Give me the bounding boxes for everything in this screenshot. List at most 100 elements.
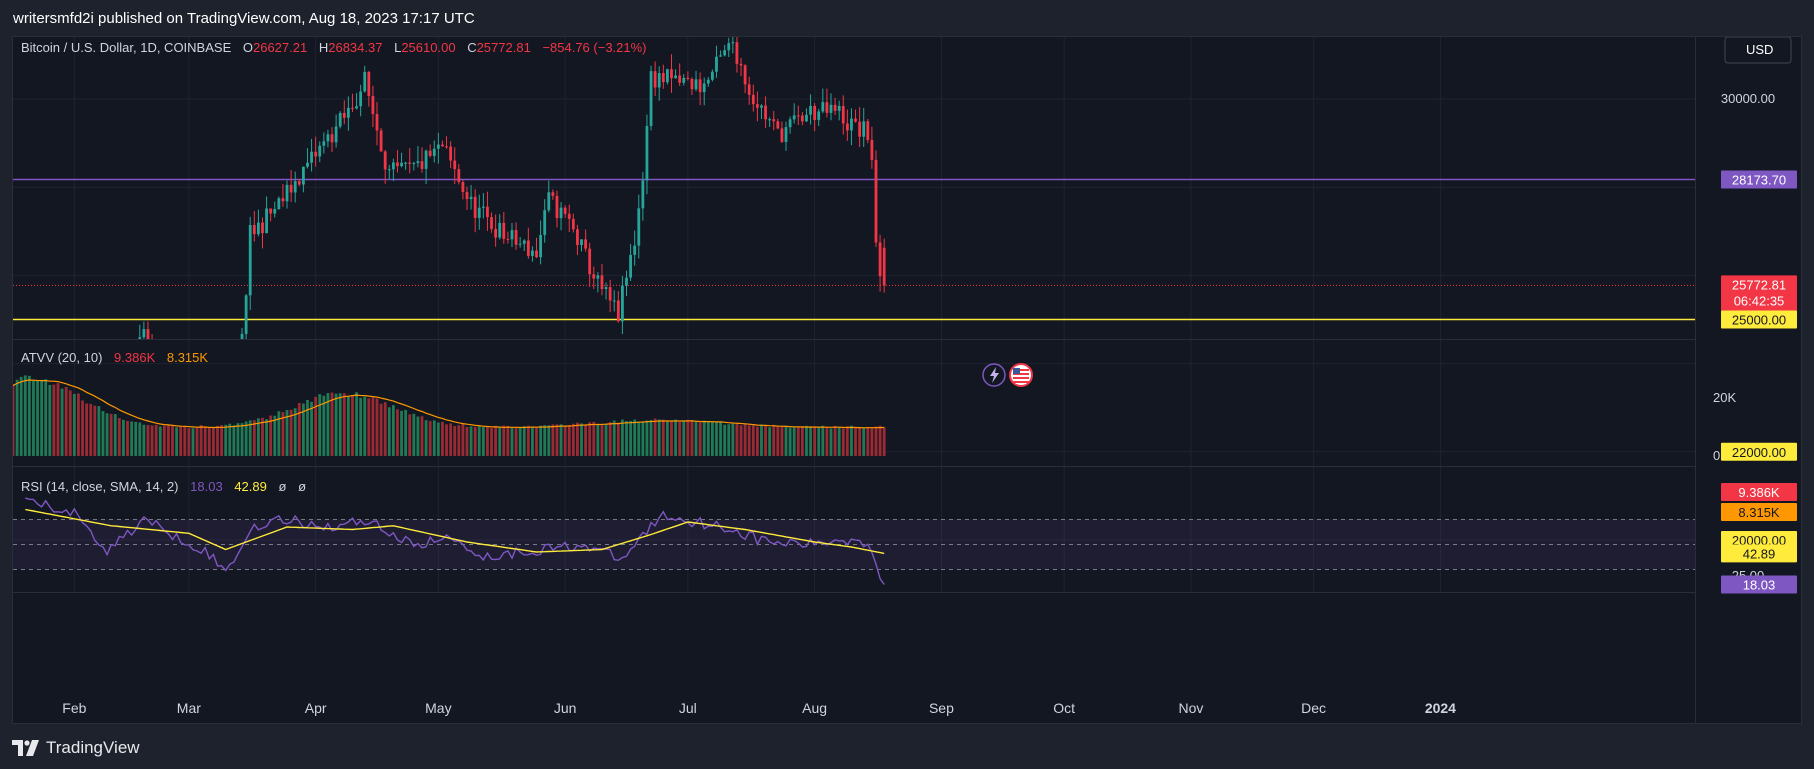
atvv-bar (469, 426, 473, 456)
atvv-bar (751, 425, 755, 456)
atvv-bar (674, 419, 677, 456)
candle-body (629, 254, 632, 278)
atvv-bar (670, 420, 673, 456)
atvv-bar (183, 425, 187, 456)
atvv-bar (171, 425, 174, 456)
atvv-bar (571, 423, 575, 456)
candle-body (760, 105, 763, 108)
candle-body (306, 162, 309, 167)
candle-body (526, 240, 530, 256)
candle-body (424, 150, 428, 169)
candle-body (490, 217, 493, 229)
atvv-bar (236, 423, 240, 456)
atvv-bar (400, 410, 403, 456)
candle-body (817, 111, 821, 120)
candle-body (555, 195, 559, 219)
candle-body (686, 77, 690, 79)
atvv-bar (232, 425, 236, 456)
atvv-bar (477, 425, 481, 456)
candle-body (719, 55, 722, 57)
atvv-bar (526, 425, 530, 456)
atvv-bar (682, 420, 686, 456)
candle-body (833, 104, 837, 111)
atvv-bar (486, 427, 489, 456)
currency-button-label[interactable]: USD (1746, 42, 1773, 57)
atvv-bar (743, 423, 747, 456)
atvv-bar (490, 428, 493, 456)
atvv-bar (600, 423, 604, 456)
atvv-bar (760, 424, 763, 456)
atvv-bar (314, 396, 318, 456)
candle-body (326, 134, 330, 142)
atvv-bar (608, 422, 612, 456)
chart-frame[interactable]: Bitcoin / U.S. Dollar, 1D, COINBASE O266… (12, 36, 1802, 724)
atvv-bar (93, 405, 97, 456)
price-badge-bg (1721, 275, 1797, 312)
candle-body (441, 144, 444, 147)
candle-body (265, 208, 268, 234)
candle-body (318, 145, 322, 157)
candle-body (690, 78, 694, 90)
price-badge: 9.386K (1721, 483, 1797, 501)
time-axis-label: May (425, 700, 451, 716)
candle-body (710, 71, 714, 80)
atvv-bar (261, 417, 264, 456)
atvv-bar (559, 424, 563, 456)
candle-body (584, 239, 587, 249)
candle-body (698, 79, 702, 93)
candle-body (674, 75, 677, 79)
chart-grid (13, 37, 1695, 592)
atvv-bar (563, 426, 567, 456)
atvv-bar (850, 425, 853, 456)
candle-body (522, 240, 526, 244)
time-axis-label: Feb (62, 700, 86, 716)
atvv-bar (445, 424, 448, 456)
candle-body (457, 169, 461, 183)
atvv-bar (633, 419, 637, 456)
atvv-bar (56, 383, 60, 456)
atvv-bar (710, 421, 714, 456)
candle-body (330, 134, 334, 143)
candle-body (874, 159, 878, 243)
candle-body (252, 225, 256, 235)
atvv-bar (36, 380, 39, 456)
atvv-bar (269, 415, 273, 456)
rsi-sma-value: 42.89 (234, 479, 267, 494)
candle-body (780, 128, 784, 142)
candle-body (731, 42, 735, 44)
candle-body (612, 300, 616, 302)
time-axis[interactable]: Feb Mar Apr May Jun Jul Aug Sep Oct Nov Dec 2024 (62, 700, 1456, 716)
candle-body (449, 146, 453, 161)
price-badge-bg (1721, 483, 1797, 501)
us-flag-icon[interactable] (1009, 363, 1033, 387)
atvv-bar (747, 425, 751, 456)
atvv-bar (882, 427, 886, 456)
atvv-bar (666, 420, 669, 456)
candle-body (400, 162, 403, 167)
atvv-bar (432, 420, 436, 456)
currency-button-frame[interactable] (1724, 37, 1792, 64)
atvv-bar (518, 427, 522, 456)
candle-body (494, 228, 498, 238)
price-badge: 18.03 (1721, 575, 1797, 594)
candle-body (588, 248, 592, 275)
price-badge-bg (1721, 442, 1797, 461)
time-axis-label: Nov (1178, 700, 1203, 716)
candle-body (653, 71, 657, 88)
candle-body (645, 126, 649, 181)
lightning-icon[interactable] (982, 363, 1006, 387)
horizontal-lines (13, 178, 1695, 321)
currency-button[interactable]: USD (1724, 37, 1792, 64)
candle-body (678, 75, 682, 83)
atvv-bar (702, 420, 706, 456)
candle-body (604, 287, 608, 290)
candle-body (792, 115, 796, 120)
atvv-bar (420, 416, 424, 456)
atvv-bar (506, 425, 510, 456)
time-axis-label: Jul (679, 700, 697, 716)
event-icons[interactable] (982, 363, 1033, 387)
candles[interactable] (13, 37, 886, 548)
trading-chart[interactable]: Bitcoin / U.S. Dollar, 1D, COINBASE O266… (13, 37, 1801, 723)
atvv-bar (77, 393, 80, 456)
atvv-bar (15, 379, 19, 456)
